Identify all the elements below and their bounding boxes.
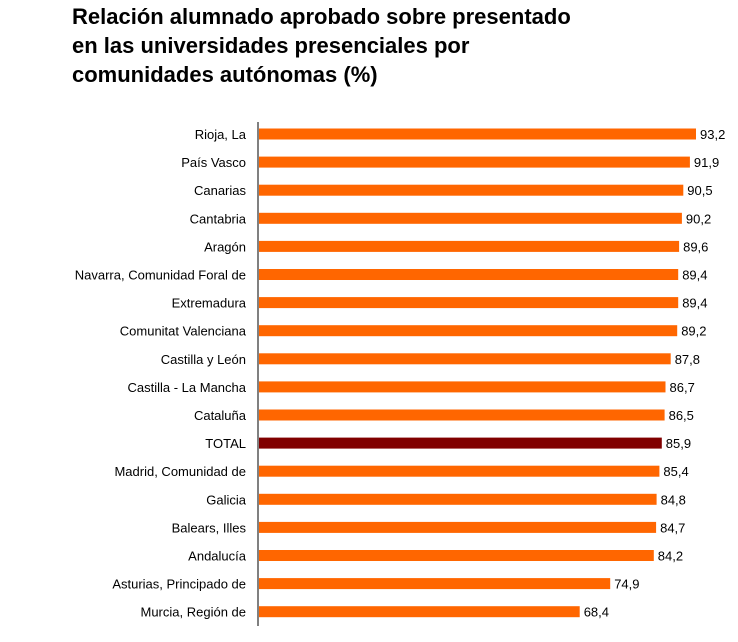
category-label-castilla-la-mancha: Castilla - La Mancha	[128, 380, 247, 395]
chart-title: Relación alumnado aprobado sobre present…	[72, 2, 712, 89]
value-label-asturias-principado-de: 74,9	[614, 577, 639, 592]
value-label-rioja-la: 93,2	[700, 127, 725, 142]
bar-cataluna	[259, 409, 665, 421]
bar-total	[259, 437, 662, 449]
category-label-madrid-comunidad-de: Madrid, Comunidad de	[114, 464, 246, 479]
value-label-extremadura: 89,4	[682, 296, 707, 311]
value-label-pais-vasco: 91,9	[694, 155, 719, 170]
value-label-canarias: 90,5	[687, 183, 712, 198]
category-label-pais-vasco: País Vasco	[181, 155, 246, 170]
value-label-navarra-comunidad-foral-de: 89,4	[682, 268, 707, 283]
value-label-castilla-la-mancha: 86,7	[670, 380, 695, 395]
bar-castilla-la-mancha	[259, 381, 666, 393]
category-label-asturias-principado-de: Asturias, Principado de	[112, 577, 246, 592]
category-labels: Rioja, La País Vasco Canarias Cantabria Arag…	[75, 127, 247, 620]
value-labels: 93,2 91,9 90,5 90,2 89,6 89,4 89,4 89,2 87,8 86,7…	[584, 127, 726, 620]
category-label-murcia-region-de: Murcia, Región de	[141, 605, 247, 620]
bars	[259, 128, 696, 618]
value-label-comunitat-valenciana: 89,2	[681, 324, 706, 339]
bar-andalucia	[259, 550, 654, 561]
bar-rioja-la	[259, 128, 696, 140]
category-label-galicia: Galicia	[206, 492, 247, 507]
category-label-castilla-y-leon: Castilla y León	[161, 352, 246, 367]
category-label-navarra-comunidad-foral-de: Navarra, Comunidad Foral de	[75, 268, 246, 283]
value-label-castilla-y-leon: 87,8	[675, 352, 700, 367]
chart-title-line-1: Relación alumnado aprobado sobre present…	[72, 4, 571, 29]
bar-pais-vasco	[259, 156, 690, 168]
bar-castilla-y-leon	[259, 353, 671, 365]
category-label-rioja-la: Rioja, La	[195, 127, 247, 142]
category-label-andalucia: Andalucía	[188, 549, 247, 564]
bar-canarias	[259, 184, 684, 196]
value-label-madrid-comunidad-de: 85,4	[663, 464, 688, 479]
bar-asturias-principado-de	[259, 578, 611, 590]
category-label-cantabria: Cantabria	[190, 211, 247, 226]
bar-balears-illes	[259, 521, 657, 533]
bar-murcia-region-de	[259, 606, 580, 618]
bar-cantabria	[259, 212, 682, 224]
bar-comunitat-valenciana	[259, 325, 678, 337]
chart-title-line-2: en las universidades presenciales por	[72, 33, 470, 58]
category-label-total: TOTAL	[205, 436, 246, 451]
value-label-balears-illes: 84,7	[660, 520, 685, 535]
bar-madrid-comunidad-de	[259, 465, 660, 477]
category-label-balears-illes: Balears, Illes	[172, 520, 247, 535]
value-label-cataluna: 86,5	[669, 408, 694, 423]
value-label-cantabria: 90,2	[686, 211, 711, 226]
category-label-extremadura: Extremadura	[172, 296, 247, 311]
category-label-canarias: Canarias	[194, 183, 247, 198]
value-label-galicia: 84,8	[661, 492, 686, 507]
value-label-aragon: 89,6	[683, 239, 708, 254]
bar-navarra-comunidad-foral-de	[259, 269, 679, 280]
bar-extremadura	[259, 297, 679, 309]
category-label-comunitat-valenciana: Comunitat Valenciana	[120, 324, 247, 339]
category-label-aragon: Aragón	[204, 239, 246, 254]
bar-aragon	[259, 240, 680, 252]
chart-title-line-3: comunidades autónomas (%)	[72, 62, 378, 87]
value-label-andalucia: 84,2	[658, 549, 683, 564]
value-label-total: 85,9	[666, 436, 691, 451]
value-label-murcia-region-de: 68,4	[584, 605, 609, 620]
category-label-cataluna: Cataluña	[194, 408, 247, 423]
bar-galicia	[259, 493, 657, 505]
